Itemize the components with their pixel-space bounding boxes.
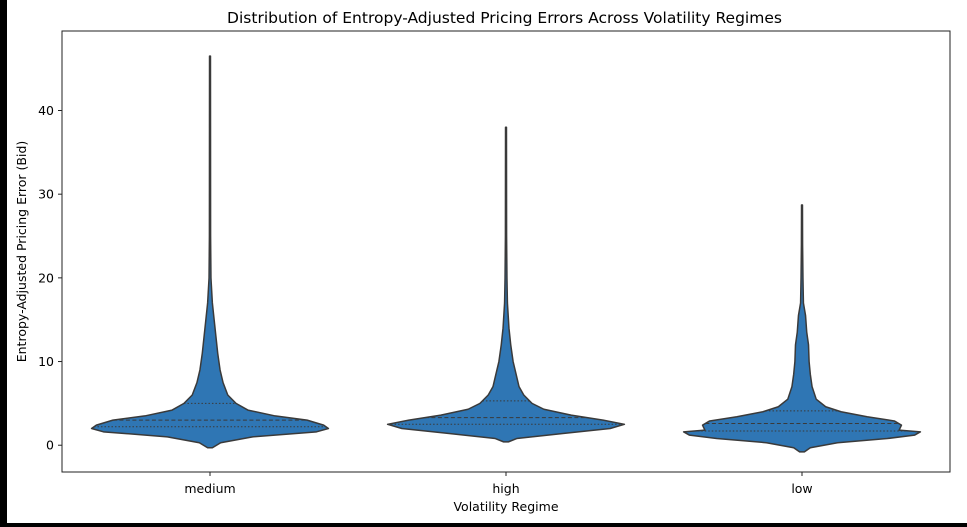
y-axis-label: Entropy-Adjusted Pricing Error (Bid) (14, 141, 29, 363)
y-tick-label-40: 40 (38, 103, 54, 118)
x-axis: medium high low (184, 472, 813, 496)
violin-body-high (386, 126, 626, 443)
x-tick-label-medium: medium (184, 481, 235, 496)
chart-title: Distribution of Entropy-Adjusted Pricing… (227, 9, 782, 27)
violin-medium (90, 55, 330, 449)
y-tick-label-30: 30 (38, 187, 54, 202)
violin-body-medium (90, 55, 330, 449)
y-tick-label-0: 0 (46, 438, 54, 453)
violin-high (386, 126, 626, 443)
y-axis: 0 10 20 30 40 (38, 103, 62, 453)
figure: Distribution of Entropy-Adjusted Pricing… (7, 0, 967, 523)
plot-frame (61, 30, 951, 473)
violin-low (682, 204, 922, 453)
violin-body-low (682, 204, 922, 453)
x-tick-label-high: high (492, 481, 519, 496)
y-tick-label-20: 20 (38, 270, 54, 285)
x-axis-label: Volatility Regime (453, 499, 558, 514)
x-tick-label-low: low (791, 481, 812, 496)
y-tick-label-10: 10 (38, 354, 54, 369)
violins-layer (90, 55, 922, 453)
violin-chart: Distribution of Entropy-Adjusted Pricing… (14, 9, 951, 514)
